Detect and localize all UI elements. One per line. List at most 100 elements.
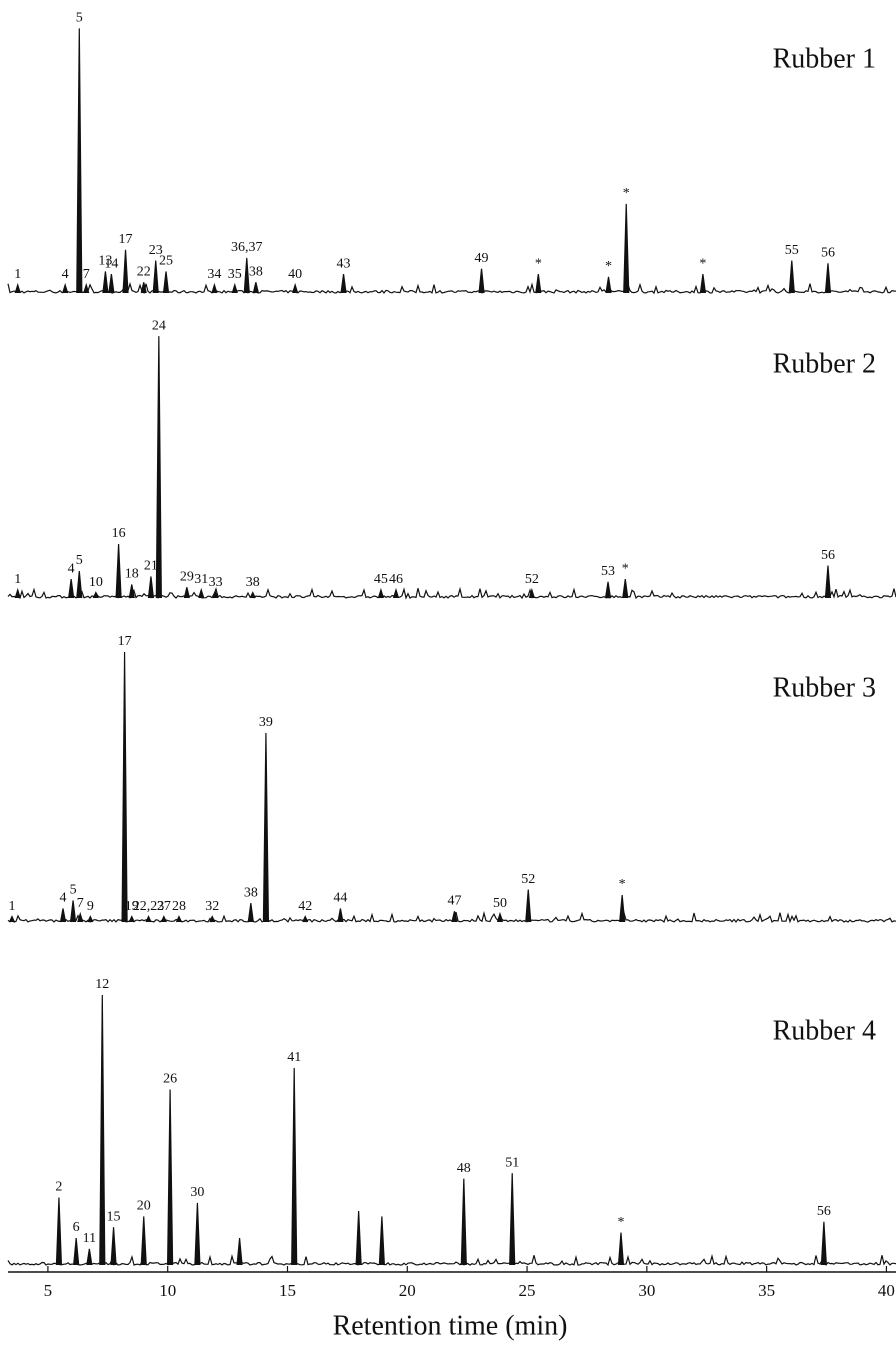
peak-label: 12 [95,977,109,992]
peak-label: 56 [821,548,835,563]
peak [62,282,69,294]
peak-label: 47 [447,893,461,908]
peak [73,1237,80,1266]
peak [128,915,135,923]
peak-label: 32 [205,899,219,914]
peak [247,903,254,923]
peak-label: 38 [249,264,263,279]
peak-label: 20 [137,1199,151,1214]
peak-label: * [622,561,629,576]
peak [378,1216,385,1266]
x-tick-label: 15 [279,1281,296,1300]
peak-label: 15 [107,1209,121,1224]
peak [528,587,535,599]
peak-label: 52 [521,872,535,887]
peak [115,543,122,599]
peak-label: 38 [244,885,258,900]
peak [377,587,384,599]
peak-label: 42 [298,899,312,914]
peak [820,1221,827,1266]
peak [76,28,83,294]
peak-label: 1 [14,267,21,282]
peak-label: 43 [337,256,351,271]
peak [212,591,219,599]
peak [252,282,259,294]
peak [162,271,170,294]
peak-label: 40 [288,267,302,282]
peak-label: 17 [119,232,133,247]
peak-label: 49 [475,251,489,266]
peak-label: 50 [493,896,507,911]
peak-label: 56 [821,246,835,261]
peak-label: 19 [125,899,139,914]
peak-label: 44 [333,891,347,906]
peak-label: 35 [228,267,242,282]
peak [160,915,167,923]
peak [183,587,190,599]
peak-label: 27 [157,899,171,914]
x-axis-label: Retention time (min) [333,1310,568,1341]
peak [340,274,347,294]
x-tick-label: 25 [519,1281,536,1300]
baseline-trace [7,1253,896,1267]
peak-label: * [535,256,542,271]
peak-label: 30 [190,1185,204,1200]
peak [243,257,250,294]
peak-label: 26 [163,1072,177,1087]
peak [59,908,67,923]
peak [140,1216,147,1266]
x-tick-label: 40 [878,1281,895,1300]
peak [155,336,162,599]
peak-label: * [617,1215,624,1230]
peak [604,581,612,599]
peak-label: 5 [70,883,77,898]
peak-label: 7 [77,896,84,911]
peak [824,263,832,294]
peak [249,591,256,599]
peak-label: * [623,186,630,201]
peak-label: 11 [83,1231,96,1246]
peak [86,1248,93,1266]
peak [355,1210,362,1266]
peak [302,915,309,923]
peak [292,282,299,294]
peak [451,911,458,923]
peak-label: 9 [87,899,94,914]
peak [68,579,75,599]
peak-label: 22,23 [133,899,165,914]
peak [211,282,218,294]
peak-label: 33 [209,575,223,590]
peak [622,579,629,599]
peak [496,911,504,923]
peak-label: 25 [159,254,173,269]
peak [337,908,344,923]
panel-title: Rubber 1 [773,43,876,74]
peak-label: 16 [112,526,126,541]
peak-label: 31 [194,572,208,587]
peak-label: 5 [76,553,83,568]
peak-label: 7 [83,267,90,282]
peak [478,268,485,294]
peak-label: 4 [68,561,75,576]
x-tick-label: 5 [44,1281,53,1300]
baseline-trace [7,586,896,600]
peak-label: 10 [89,575,103,590]
peak [147,576,155,599]
peak-label: 4 [62,267,69,282]
peak [194,1202,201,1266]
peak [76,570,83,599]
panel-title: Rubber 2 [773,348,876,379]
peak [175,915,183,923]
peak-label: 38 [246,575,260,590]
peak-label: 52 [525,572,539,587]
peak [509,1173,516,1266]
peak [209,915,216,923]
peak-label: 46 [389,572,403,587]
peak-label: 56 [817,1204,831,1219]
peak [110,1227,117,1266]
peak [77,911,84,923]
peak-label: 5 [76,11,83,26]
x-tick-label: 10 [159,1281,176,1300]
peak-label: 17 [118,634,132,649]
